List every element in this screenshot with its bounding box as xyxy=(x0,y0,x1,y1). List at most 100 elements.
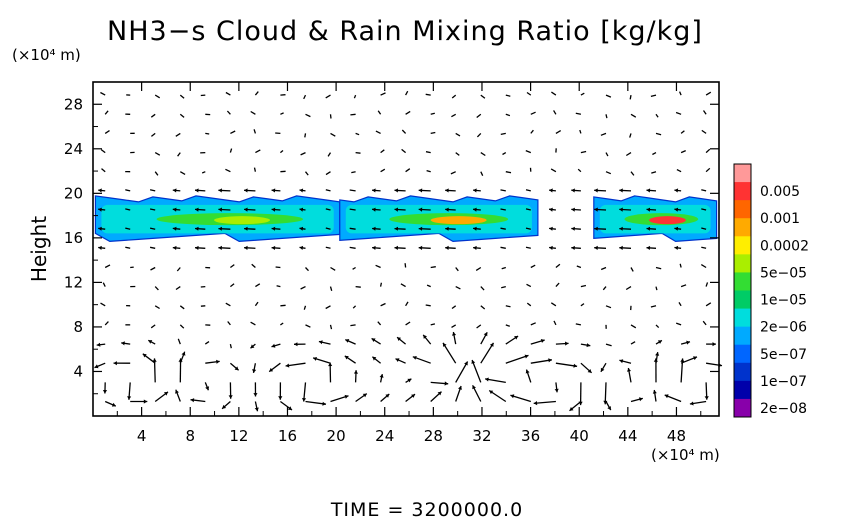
wind-vector-head xyxy=(288,406,292,410)
colorbar-swatch xyxy=(734,164,751,183)
colorbar-swatch xyxy=(734,218,751,237)
wind-vector-head xyxy=(172,245,177,250)
wind-vector-head xyxy=(586,343,591,348)
wind-vector xyxy=(325,227,331,230)
y-tick-label: 12 xyxy=(64,273,83,291)
wind-vector xyxy=(149,246,156,249)
wind-vector xyxy=(149,208,156,211)
wind-vector xyxy=(104,110,109,115)
wind-vector xyxy=(325,208,331,211)
wind-vector xyxy=(442,342,457,364)
wind-vector xyxy=(630,171,635,176)
wind-vector-head xyxy=(328,362,333,367)
wind-vector-head xyxy=(619,245,623,250)
wind-vector-head xyxy=(639,397,643,402)
wind-vector xyxy=(400,283,406,288)
wind-vector xyxy=(179,324,185,329)
colorbar-swatch xyxy=(734,254,751,273)
wind-vector-head xyxy=(664,394,669,399)
wind-vector-head xyxy=(344,394,349,399)
wind-vector xyxy=(650,305,657,308)
wind-vector-head xyxy=(190,398,195,403)
colorbar-swatch xyxy=(734,344,751,364)
wind-vector xyxy=(600,266,607,271)
x-tick-label: 28 xyxy=(424,427,443,445)
wind-vector-head xyxy=(674,207,679,212)
wind-vector xyxy=(355,151,361,154)
wind-vector xyxy=(604,382,607,405)
wind-vector-head xyxy=(674,226,679,231)
wind-vector xyxy=(701,129,707,134)
y-tick-label: 28 xyxy=(64,95,83,113)
wind-vector-head xyxy=(411,394,415,398)
wind-vector xyxy=(705,282,709,287)
wind-vector xyxy=(630,341,636,345)
wind-vector-head xyxy=(646,188,651,193)
wind-vector xyxy=(179,94,185,99)
wind-vector xyxy=(253,129,257,134)
wind-vector-head xyxy=(652,390,657,394)
wind-vector xyxy=(455,152,460,156)
wind-vector xyxy=(705,302,712,307)
wind-vector xyxy=(555,130,562,134)
wind-vector-head xyxy=(693,356,697,361)
wind-vector xyxy=(605,152,609,157)
wind-vector xyxy=(329,324,333,330)
wind-vector xyxy=(150,324,156,329)
wind-vector-head xyxy=(372,188,376,193)
wind-vector xyxy=(605,171,612,175)
wind-vector-head xyxy=(657,340,662,344)
wind-vector xyxy=(379,282,383,287)
wind-vector-head xyxy=(322,401,326,406)
wind-vector xyxy=(451,324,457,328)
wind-vector xyxy=(305,324,311,328)
wind-vector xyxy=(480,305,486,310)
wind-vector-head xyxy=(489,390,494,395)
wind-vector xyxy=(349,189,356,192)
wind-vector xyxy=(455,286,461,290)
wind-vector-head xyxy=(98,226,102,231)
wind-vector-head xyxy=(362,393,367,398)
wind-vector-head xyxy=(271,188,276,193)
y-axis-title: Height xyxy=(27,216,51,282)
wind-vector xyxy=(304,171,309,176)
wind-vector-head xyxy=(473,188,477,193)
wind-vector-head xyxy=(418,245,423,250)
wind-vector-head xyxy=(594,226,598,231)
wind-vector xyxy=(550,168,557,173)
wind-vector-head xyxy=(423,334,427,339)
x-unit-label: (×10⁴ m) xyxy=(651,446,720,464)
colorbar-label: 2e−06 xyxy=(760,320,807,336)
wind-vector-head xyxy=(253,393,258,397)
wind-vector xyxy=(525,227,531,230)
wind-vector-head xyxy=(489,342,494,347)
wind-vector xyxy=(104,321,109,326)
wind-vector-head xyxy=(444,381,449,386)
wind-vector-head xyxy=(619,359,624,364)
wind-vector-head xyxy=(540,339,545,343)
wind-vector xyxy=(500,208,506,211)
wind-vector xyxy=(426,169,431,173)
wind-vector xyxy=(526,302,532,307)
wind-vector xyxy=(401,148,407,154)
wind-vector xyxy=(505,354,529,364)
wind-vector xyxy=(327,152,332,157)
wind-vector xyxy=(553,110,557,115)
wind-vector-head xyxy=(302,398,307,402)
colorbar-swatch xyxy=(734,326,751,346)
wind-vector xyxy=(280,322,284,326)
wind-vector-head xyxy=(385,394,390,398)
wind-vector-head xyxy=(111,402,116,407)
wind-vector xyxy=(149,227,156,230)
wind-vector-head xyxy=(472,385,476,390)
wind-vector-head xyxy=(458,386,462,390)
wind-vector xyxy=(250,110,256,115)
colorbar-frame xyxy=(733,163,752,418)
x-tick-label: 16 xyxy=(278,427,297,445)
wind-vector-head xyxy=(689,401,694,406)
wind-vector-field xyxy=(94,90,723,412)
wind-vector-head xyxy=(234,366,239,371)
wind-vector xyxy=(430,112,435,115)
wind-vector xyxy=(305,267,309,272)
wind-vector xyxy=(304,133,307,138)
